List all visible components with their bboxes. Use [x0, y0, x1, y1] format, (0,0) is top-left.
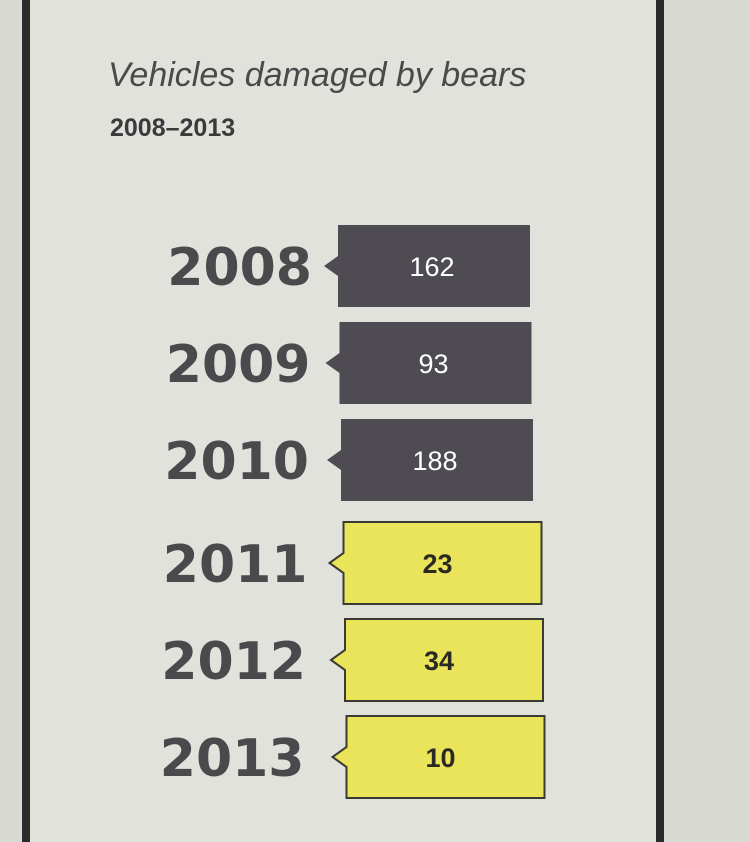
row-2011: 2011 23 [163, 521, 543, 605]
left-border-line [22, 0, 30, 842]
row-2008: 2008 162 [167, 225, 530, 307]
value-label-2010: 188 [412, 446, 457, 476]
year-label-2008: 2008 [167, 238, 312, 298]
value-label-2011: 23 [422, 549, 452, 579]
year-label-2010: 2010 [164, 432, 309, 492]
row-2013: 2013 10 [160, 715, 546, 799]
value-box-2008 [324, 225, 530, 307]
value-label-2008: 162 [409, 252, 454, 282]
year-label-2012: 2012 [161, 632, 306, 692]
year-label-2013: 2013 [160, 729, 305, 789]
year-label-2011: 2011 [163, 535, 308, 595]
value-label-2013: 10 [425, 743, 455, 773]
right-border-line [656, 0, 664, 842]
chart-subtitle: 2008–2013 [110, 114, 236, 142]
value-box-2011 [327, 521, 543, 605]
row-2009: 2009 93 [166, 322, 532, 404]
value-box-2012 [329, 618, 544, 702]
value-box-2013 [330, 715, 546, 799]
year-label-2009: 2009 [166, 335, 311, 395]
row-2010: 2010 188 [164, 419, 533, 501]
value-label-2009: 93 [418, 349, 448, 379]
value-box-2010 [327, 419, 533, 501]
chart-title: Vehicles damaged by bears [108, 56, 527, 94]
value-box-2009 [325, 322, 532, 404]
value-label-2012: 34 [424, 646, 454, 676]
row-2012: 2012 34 [161, 618, 544, 702]
